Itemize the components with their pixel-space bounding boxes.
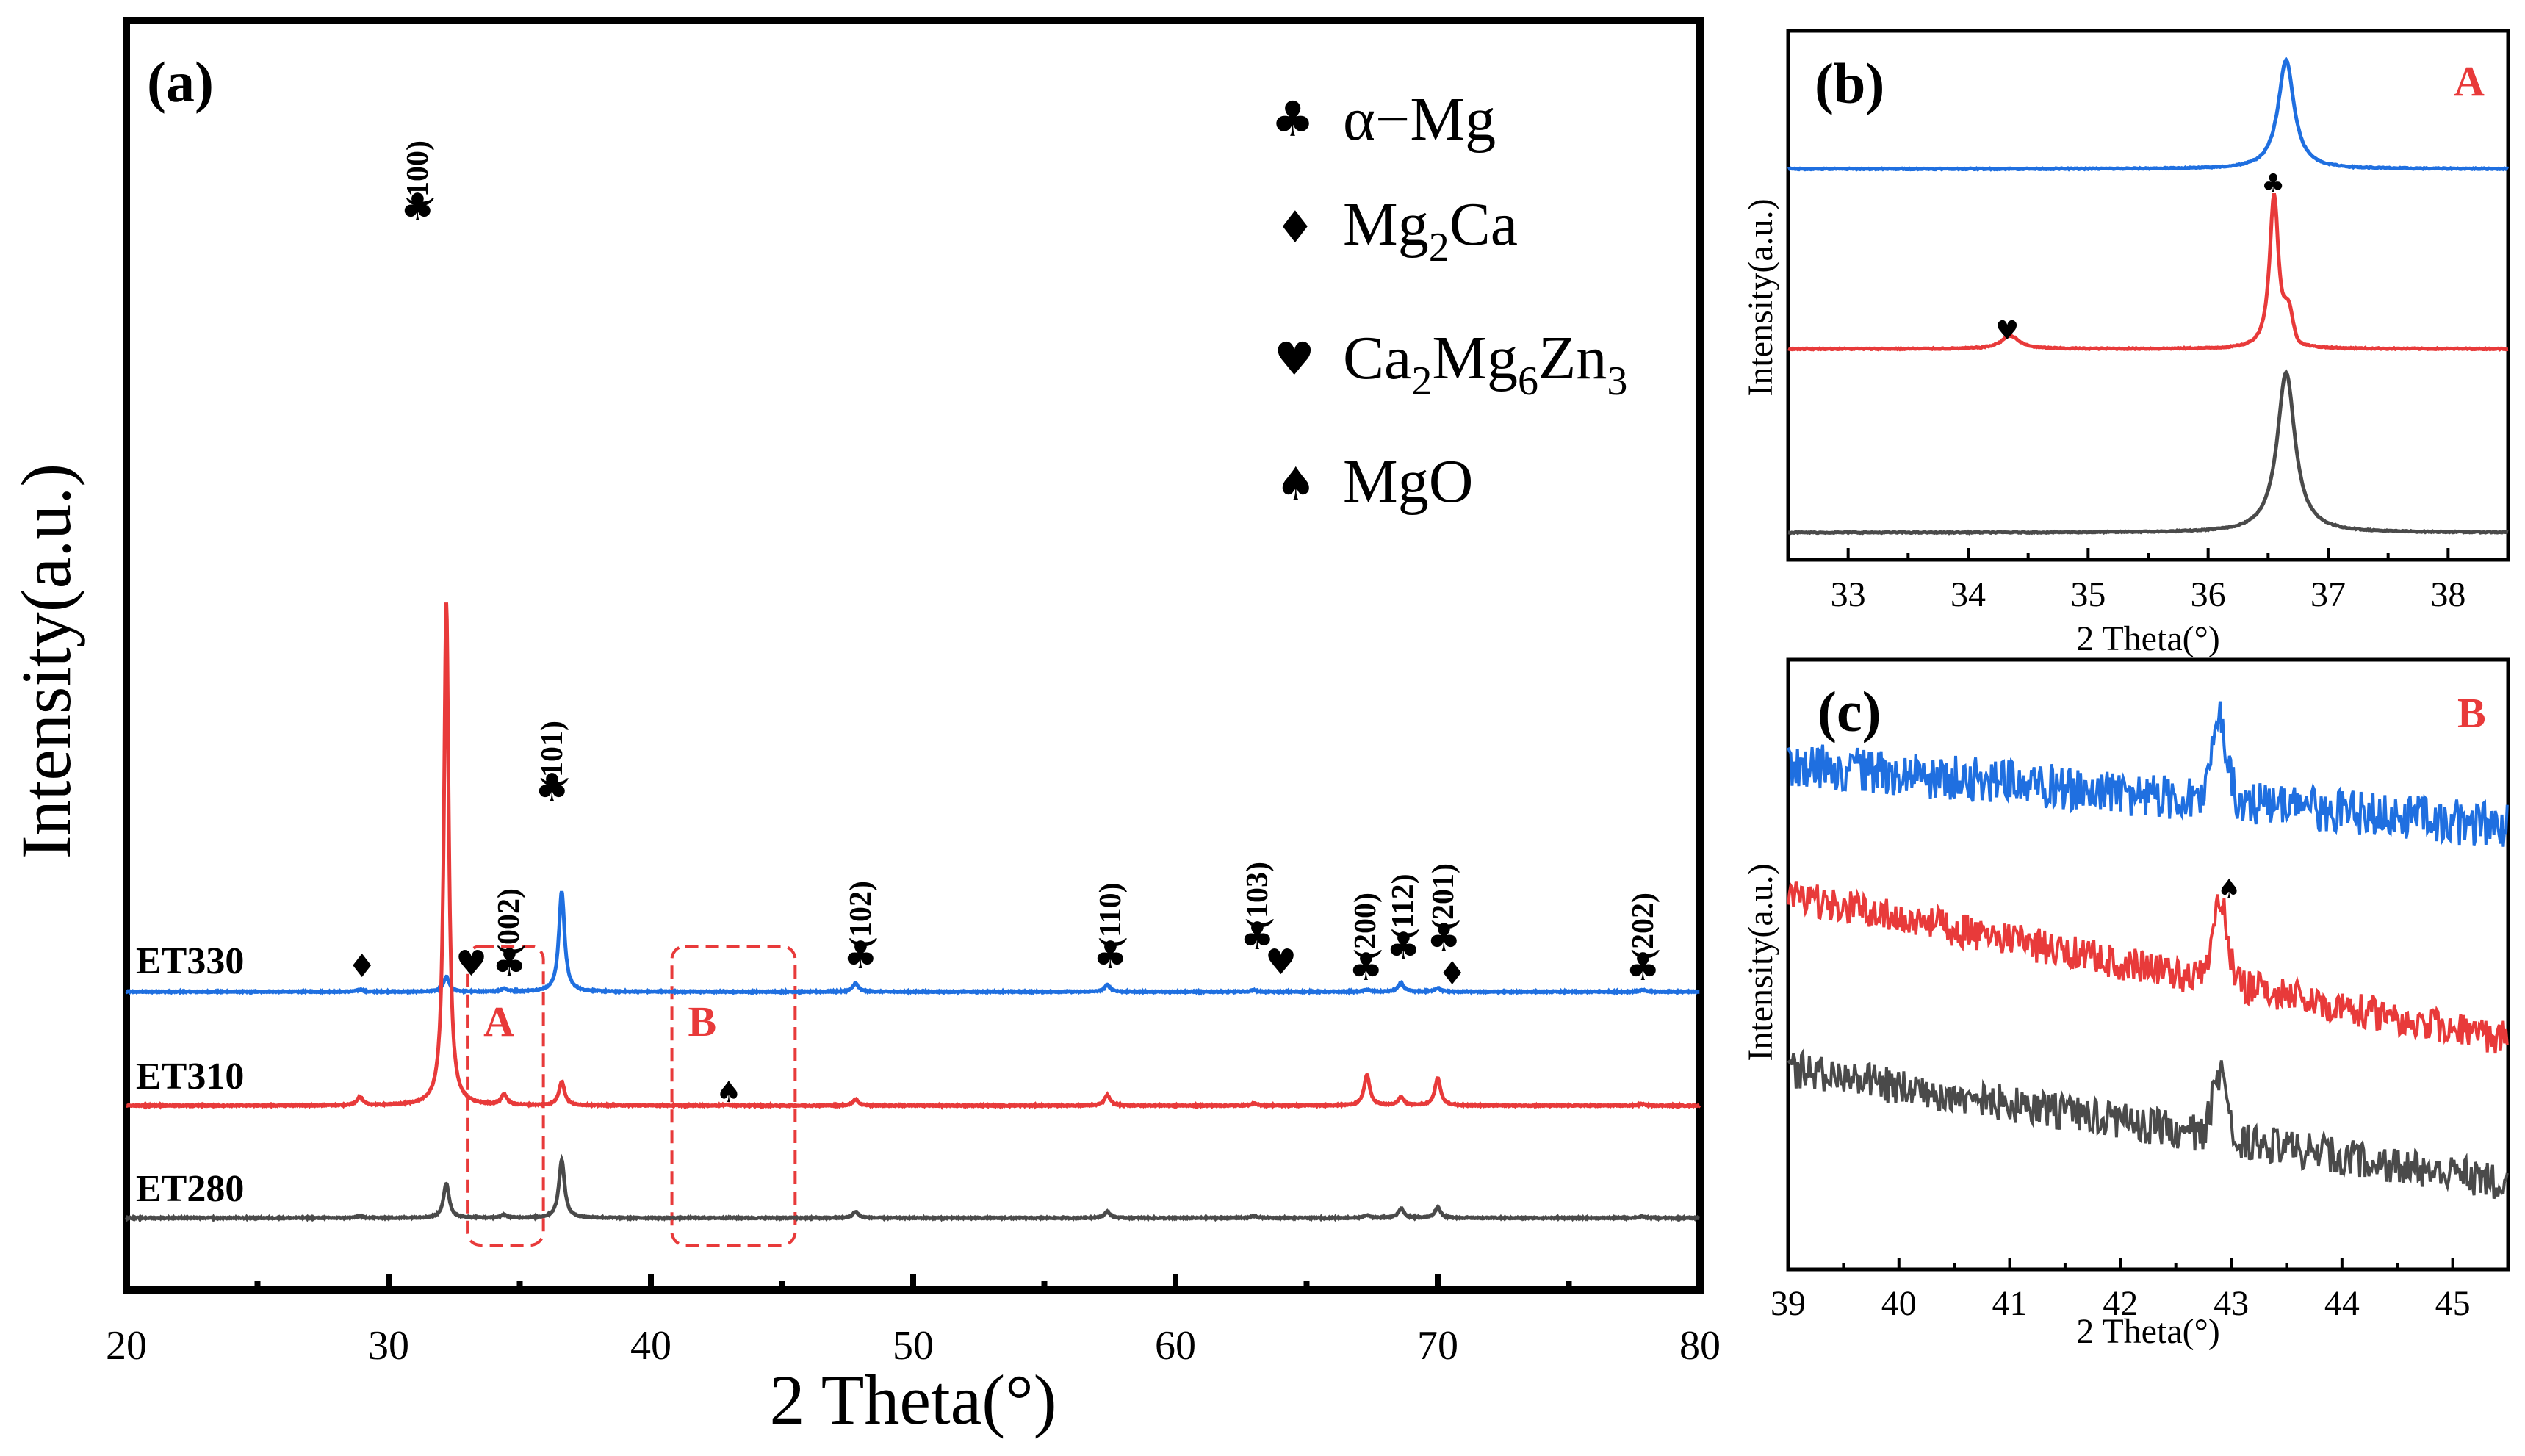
club-marker: ♣ — [1427, 916, 1461, 960]
region-box-label: B — [688, 998, 717, 1045]
panel-c-x-tick-label: 43 — [2214, 1284, 2249, 1323]
series-label-et310: ET310 — [136, 1056, 244, 1098]
club-marker: ♣ — [843, 934, 878, 978]
x-tick-label: 60 — [1155, 1323, 1196, 1369]
region-box-label: A — [483, 998, 514, 1045]
panel-b-region-label: A — [2454, 57, 2485, 105]
panel-c-x-tick-label: 44 — [2324, 1284, 2360, 1323]
legend-symbol-mg2ca: ♦ — [1275, 202, 1315, 253]
panel-c-frame — [1786, 657, 2510, 1272]
club-marker: ♣ — [2261, 169, 2285, 199]
club-marker: ♣ — [1626, 945, 1660, 990]
panel-c-ylabel: Intensity(a.u.) — [1741, 863, 1780, 1061]
legend-symbol-alpha-mg: ♣ — [1271, 91, 1314, 148]
panel-b-series-et330 — [1787, 56, 2510, 172]
panel-a-xlabel: 2 Theta(°) — [769, 1361, 1056, 1439]
legend-symbol-ca2mg6zn3: ♥ — [1274, 332, 1315, 386]
series-line-et330 — [125, 890, 1700, 996]
panel-c-x-tick-label: 39 — [1771, 1284, 1806, 1323]
x-tick-label: 20 — [106, 1323, 147, 1369]
peak-label-201: (201) — [1427, 863, 1460, 930]
panel-c-label: (c) — [1818, 680, 1881, 743]
panel-b-series-et280 — [1787, 368, 2509, 536]
heart-marker: ♥ — [1265, 942, 1297, 983]
panel-c-series-et310 — [1787, 881, 2509, 1054]
panel-b-x-tick-label: 35 — [2070, 575, 2106, 614]
panel-b-label: (b) — [1815, 51, 1884, 115]
spade-marker: ♠ — [716, 1075, 742, 1109]
peak-label-112: (112) — [1386, 873, 1420, 939]
panel-b-ylabel: Intensity(a.u.) — [1741, 198, 1780, 396]
legend-label-ca2mg6zn3: Ca2Mg6Zn3 — [1343, 324, 1627, 404]
club-marker: ♣ — [535, 766, 569, 810]
legend: ♣ α−Mg ♦ Mg2Ca ♥ Ca2Mg6Zn3 ♠ MgO — [1271, 85, 1627, 516]
panel-c-xlabel: 2 Theta(°) — [2076, 1312, 2220, 1351]
heart-marker: ♥ — [1995, 316, 2019, 346]
x-tick-label: 50 — [893, 1323, 934, 1369]
heart-marker: ♥ — [455, 943, 487, 984]
diamond-marker: ♦ — [347, 948, 376, 985]
peak-label-101: (101) — [536, 721, 569, 788]
peak-label-002: (002) — [492, 888, 526, 955]
panel-b-x-tick-label: 34 — [1951, 575, 1986, 614]
peak-label-202: (202) — [1627, 893, 1660, 959]
diamond-marker: ♦ — [1438, 955, 1466, 992]
x-tick-label: 40 — [630, 1323, 671, 1369]
panel-c-x-tick-label: 45 — [2435, 1284, 2471, 1323]
legend-label-mg2ca: Mg2Ca — [1343, 190, 1518, 270]
series-label-et280: ET280 — [136, 1168, 244, 1210]
panel-c-region-label: B — [2457, 689, 2486, 737]
club-marker: ♣ — [1093, 934, 1128, 978]
panel-a-ylabel: Intensity(a.u.) — [7, 464, 85, 859]
region-box-b — [670, 945, 797, 1247]
panel-b: 33 34 35 36 37 38 (b) A 2 Theta(°) Intensity(… — [1741, 29, 2510, 658]
club-marker: ♣ — [400, 186, 435, 230]
peak-label-103: (103) — [1241, 862, 1275, 929]
panel-c-series-et280 — [1787, 1048, 2509, 1200]
peak-label-102: (102) — [844, 881, 878, 948]
peak-label-110: (110) — [1094, 882, 1128, 948]
club-marker: ♣ — [1386, 925, 1421, 969]
series-label-et330: ET330 — [136, 940, 244, 982]
panel-c-x-tick-label: 42 — [2103, 1284, 2138, 1323]
panel-c-series-et330 — [1787, 701, 2509, 847]
club-marker: ♣ — [1240, 915, 1275, 959]
panel-c-x-tick-label: 41 — [1992, 1284, 2028, 1323]
panel-b-x-tick-label: 38 — [2430, 575, 2465, 614]
legend-symbol-mgo: ♠ — [1275, 457, 1316, 511]
spade-marker: ♠ — [2217, 874, 2241, 904]
legend-label-alpha-mg: α−Mg — [1343, 85, 1496, 154]
peak-label-100: (100) — [401, 140, 435, 207]
x-tick-label: 80 — [1679, 1323, 1721, 1369]
panel-a-label: (a) — [147, 50, 214, 114]
club-marker: ♣ — [1349, 945, 1383, 990]
series-line-et280 — [124, 1153, 1700, 1223]
panel-b-frame — [1786, 29, 2510, 562]
panel-b-x-tick-label: 36 — [2191, 575, 2226, 614]
panel-b-x-tick-label: 33 — [1831, 575, 1866, 614]
x-tick-label: 70 — [1417, 1323, 1458, 1369]
legend-label-mgo: MgO — [1343, 447, 1473, 516]
panel-c: 39 40 41 42 43 44 45 (c) B 2 Theta(°) Intensit… — [1741, 657, 2510, 1351]
club-marker: ♣ — [492, 941, 527, 985]
region-box-a — [466, 945, 545, 1247]
peak-label-200: (200) — [1349, 893, 1383, 959]
panel-b-xlabel: 2 Theta(°) — [2076, 619, 2220, 658]
panel-a: A B 20 30 40 50 60 70 80 (a) 2 Theta(°) Intensi… — [7, 17, 1721, 1439]
series-line-et310 — [126, 602, 1701, 1110]
x-tick-label: 30 — [368, 1323, 409, 1369]
panel-b-series-et310 — [1787, 192, 2509, 352]
panel-b-x-tick-label: 37 — [2310, 575, 2346, 614]
panel-c-x-tick-label: 40 — [1881, 1284, 1917, 1323]
